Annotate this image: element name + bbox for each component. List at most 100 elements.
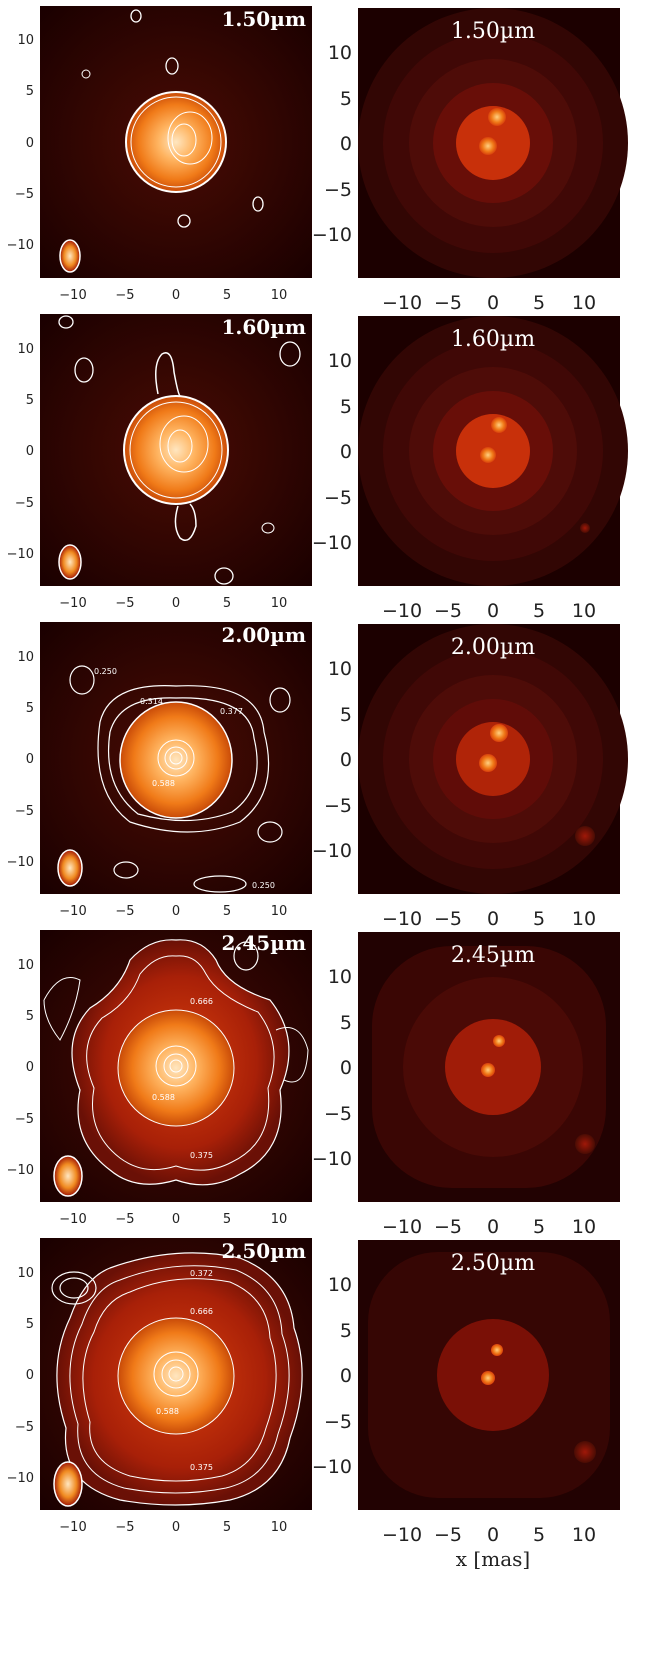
x-tick: 5 xyxy=(223,596,231,611)
x-tick: 10 xyxy=(572,908,596,930)
y-tick: 10 xyxy=(328,966,352,988)
x-tick: −10 xyxy=(382,908,422,930)
x-tick: 5 xyxy=(533,1216,545,1238)
y-tick: −5 xyxy=(15,1420,34,1435)
x-tick: 10 xyxy=(572,600,596,622)
x-tick: −10 xyxy=(382,600,422,622)
x-tick: −5 xyxy=(115,1212,134,1227)
x-tick: 10 xyxy=(271,1212,288,1227)
y-tick: 5 xyxy=(340,1320,352,1342)
contour-label: 0.250 xyxy=(94,667,117,676)
x-tick: −5 xyxy=(115,596,134,611)
model-panel: 1.50µm xyxy=(358,8,628,278)
x-tick: −5 xyxy=(115,288,134,303)
x-tick: −10 xyxy=(59,1520,86,1535)
y-tick: 10 xyxy=(328,350,352,372)
x-tick: −10 xyxy=(382,292,422,314)
model-y-ticks: 10 5 0 −5 −10 xyxy=(312,1274,352,1478)
x-tick: 0 xyxy=(487,1216,499,1238)
observed-x-ticks: −10 −5 0 5 10 xyxy=(59,288,287,303)
x-tick: −5 xyxy=(115,904,134,919)
model-x-ticks: −10 −5 0 5 10 xyxy=(382,600,596,622)
contour-label: 0.372 xyxy=(190,1269,213,1278)
y-tick: −5 xyxy=(324,487,352,509)
y-tick: 5 xyxy=(26,1317,34,1332)
y-tick: 0 xyxy=(26,752,34,767)
observed-panel: 0.250 0.314 0.377 0.588 0.250 2.00µm xyxy=(40,622,312,894)
wavelength-label: 2.00µm xyxy=(221,623,306,647)
x-tick: 0 xyxy=(487,600,499,622)
y-tick: 5 xyxy=(340,88,352,110)
observed-x-ticks: −10 −5 0 5 10 xyxy=(59,1520,287,1535)
y-tick: 5 xyxy=(26,84,34,99)
y-tick: 5 xyxy=(340,1012,352,1034)
model-x-ticks: −10 −5 0 5 10 xyxy=(382,292,596,314)
y-tick: 0 xyxy=(26,444,34,459)
y-tick: 0 xyxy=(26,136,34,151)
model-panel: 2.50µm xyxy=(358,1240,620,1510)
y-tick: 0 xyxy=(340,1365,352,1387)
x-tick: −10 xyxy=(59,904,86,919)
x-tick: −5 xyxy=(434,600,462,622)
x-tick: 10 xyxy=(572,1216,596,1238)
row-3: 0.250 0.314 0.377 0.588 0.250 2.00µm 10 … xyxy=(7,622,628,930)
x-tick: 10 xyxy=(572,292,596,314)
y-tick: −10 xyxy=(312,1456,352,1478)
row-1: 1.50µm 10 5 0 −5 −10 −10 −5 0 5 10 1.50µ… xyxy=(7,6,628,314)
x-tick: −5 xyxy=(434,292,462,314)
y-tick: 10 xyxy=(328,42,352,64)
x-tick: 0 xyxy=(172,1520,180,1535)
x-tick: 10 xyxy=(271,1520,288,1535)
x-axis-label: x [mas] xyxy=(456,1547,530,1571)
y-tick: −5 xyxy=(15,804,34,819)
y-tick: 0 xyxy=(26,1060,34,1075)
y-tick: −10 xyxy=(312,224,352,246)
y-tick: 5 xyxy=(26,393,34,408)
y-tick: 10 xyxy=(328,1274,352,1296)
y-tick: −10 xyxy=(312,840,352,862)
y-tick: −10 xyxy=(7,238,34,253)
row-2: 1.60µm 10 5 0 −5 −10 −10 −5 0 5 10 1.60µ… xyxy=(7,314,628,622)
y-tick: 0 xyxy=(340,749,352,771)
y-tick: −5 xyxy=(324,1411,352,1433)
model-y-ticks: 10 5 0 −5 −10 xyxy=(312,658,352,862)
y-tick: −10 xyxy=(312,532,352,554)
x-tick: 5 xyxy=(223,1520,231,1535)
y-tick: 5 xyxy=(340,396,352,418)
contour-label: 0.250 xyxy=(252,881,275,890)
model-y-ticks: 10 5 0 −5 −10 xyxy=(312,966,352,1170)
wavelength-label: 2.45µm xyxy=(451,943,535,968)
y-tick: −10 xyxy=(7,855,34,870)
x-tick: 10 xyxy=(271,904,288,919)
model-x-ticks: −10 −5 0 5 10 xyxy=(382,1216,596,1238)
x-tick: −10 xyxy=(59,288,86,303)
x-tick: 10 xyxy=(572,1524,596,1546)
model-x-ticks: −10 −5 0 5 10 xyxy=(382,908,596,930)
x-tick: 5 xyxy=(533,908,545,930)
contour-label: 0.588 xyxy=(152,779,175,788)
x-tick: 5 xyxy=(533,600,545,622)
x-tick: 10 xyxy=(271,288,288,303)
wavelength-label: 2.50µm xyxy=(451,1251,535,1276)
observed-panel: 0.372 0.666 0.588 0.375 2.50µm xyxy=(40,1238,312,1510)
wavelength-label: 2.50µm xyxy=(221,1239,306,1263)
y-tick: −10 xyxy=(7,1471,34,1486)
observed-panel: 1.50µm xyxy=(40,6,312,278)
x-tick: 5 xyxy=(223,1212,231,1227)
y-tick: 0 xyxy=(26,1368,34,1383)
observed-y-ticks: 10 5 0 −5 −10 xyxy=(7,650,34,870)
wavelength-label: 2.00µm xyxy=(451,635,535,660)
row-5: 0.372 0.666 0.588 0.375 2.50µm 10 5 0 −5… xyxy=(7,1238,620,1571)
wavelength-label: 2.45µm xyxy=(221,931,306,955)
observed-x-ticks: −10 −5 0 5 10 xyxy=(59,596,287,611)
y-tick: −5 xyxy=(324,1103,352,1125)
x-tick: 0 xyxy=(487,908,499,930)
x-tick: −5 xyxy=(434,908,462,930)
contour-label: 0.588 xyxy=(156,1407,179,1416)
y-tick: 10 xyxy=(17,958,34,973)
y-tick: 10 xyxy=(17,342,34,357)
wavelength-label: 1.60µm xyxy=(451,327,535,352)
x-tick: 5 xyxy=(223,904,231,919)
contour-label: 0.314 xyxy=(140,697,163,706)
